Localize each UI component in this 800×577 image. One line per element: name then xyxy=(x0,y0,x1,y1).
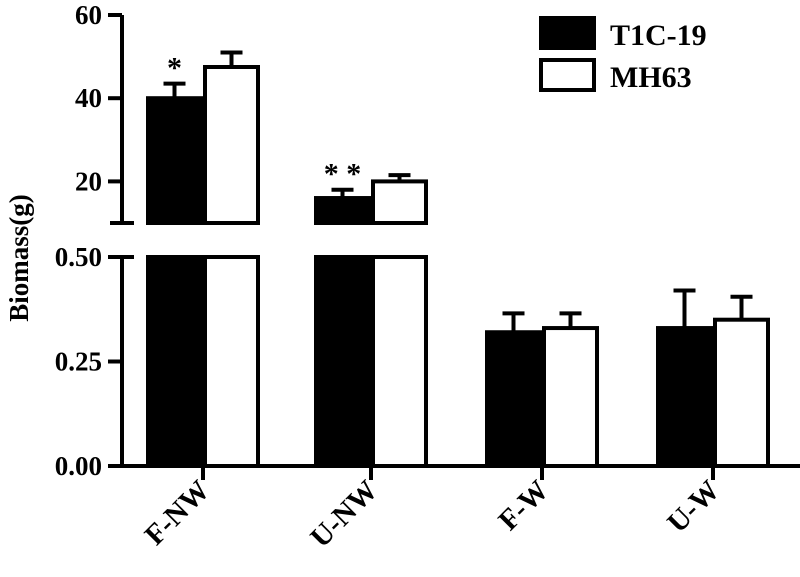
x-tick-label-F-W: F-W xyxy=(492,474,554,536)
bar-T1C-19-F-W xyxy=(485,330,542,468)
legend-swatch-MH63 xyxy=(539,58,596,92)
bar-break-gap xyxy=(145,225,204,255)
bar-break-gap xyxy=(313,225,372,255)
bars-layer xyxy=(145,50,770,469)
x-tick-label-F-NW: F-NW xyxy=(139,474,216,551)
axes-layer xyxy=(108,13,800,480)
legend-swatch-T1C-19 xyxy=(539,16,596,50)
significance-marker-F-NW: * xyxy=(167,52,182,85)
legend-label-MH63: MH63 xyxy=(610,61,692,94)
y-tick-label-0.25: 0.25 xyxy=(55,347,102,377)
bar-upper-MH63-U-NW xyxy=(371,179,428,225)
legend: T1C-19 MH63 xyxy=(539,16,707,94)
bar-lower-T1C-19-U-NW xyxy=(314,255,371,468)
bar-MH63-U-W xyxy=(713,317,770,469)
y-tick-label-0.50: 0.50 xyxy=(55,242,102,272)
y-tick-label-40: 40 xyxy=(75,83,102,113)
bar-break-gap xyxy=(202,225,261,255)
bar-MH63-F-W xyxy=(542,326,599,468)
x-tick-label-U-W: U-W xyxy=(661,474,726,539)
bar-lower-T1C-19-F-NW xyxy=(146,255,203,468)
y-tick-label-60: 60 xyxy=(75,0,102,30)
bar-lower-MH63-U-NW xyxy=(371,255,428,468)
bar-upper-T1C-19-U-NW xyxy=(314,196,371,225)
bar-upper-MH63-F-NW xyxy=(203,65,260,225)
legend-label-T1C-19: T1C-19 xyxy=(610,19,707,52)
bar-upper-T1C-19-F-NW xyxy=(146,96,203,225)
x-tick-label-U-NW: U-NW xyxy=(304,474,384,554)
bar-lower-MH63-F-NW xyxy=(203,255,260,468)
y-tick-label-20: 20 xyxy=(75,166,102,196)
bar-T1C-19-U-W xyxy=(656,326,713,468)
y-axis-title: Biomass(g) xyxy=(4,194,34,322)
bar-break-gap xyxy=(370,225,429,255)
significance-marker-U-NW: * * xyxy=(324,158,362,191)
y-tick-label-0.00: 0.00 xyxy=(55,451,102,481)
